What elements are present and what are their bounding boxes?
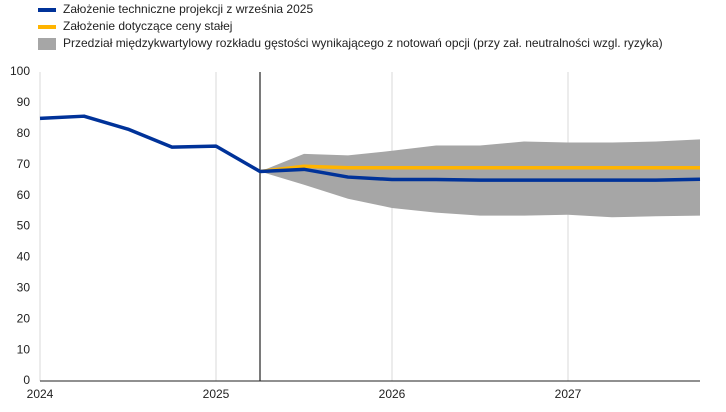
y-tick-label: 70	[17, 157, 31, 171]
y-tick-label: 80	[17, 126, 31, 140]
y-tick-label: 10	[17, 342, 31, 356]
series-line	[39, 114, 701, 182]
y-tick-label: 20	[17, 311, 31, 325]
band-area	[260, 139, 700, 218]
legend-label: Założenie dotyczące ceny stałej	[63, 19, 232, 33]
x-tick-label: 2027	[555, 387, 582, 401]
y-tick-label: 90	[17, 95, 31, 109]
series-line	[259, 164, 700, 174]
y-tick-label: 50	[17, 219, 31, 233]
legend-label: Przedział międzykwartylowy rozkładu gęst…	[63, 36, 663, 50]
x-tick-label: 2024	[27, 387, 54, 401]
legend-label: Założenie techniczne projekcji z wrześni…	[63, 2, 313, 16]
y-tick-label: 60	[17, 188, 31, 202]
y-tick-label: 100	[10, 64, 30, 78]
y-tick-label: 0	[23, 373, 30, 387]
y-tick-label: 30	[17, 280, 31, 294]
x-tick-label: 2026	[379, 387, 406, 401]
x-tick-label: 2025	[203, 387, 230, 401]
y-tick-label: 40	[17, 250, 31, 264]
legend-swatch	[38, 38, 56, 50]
